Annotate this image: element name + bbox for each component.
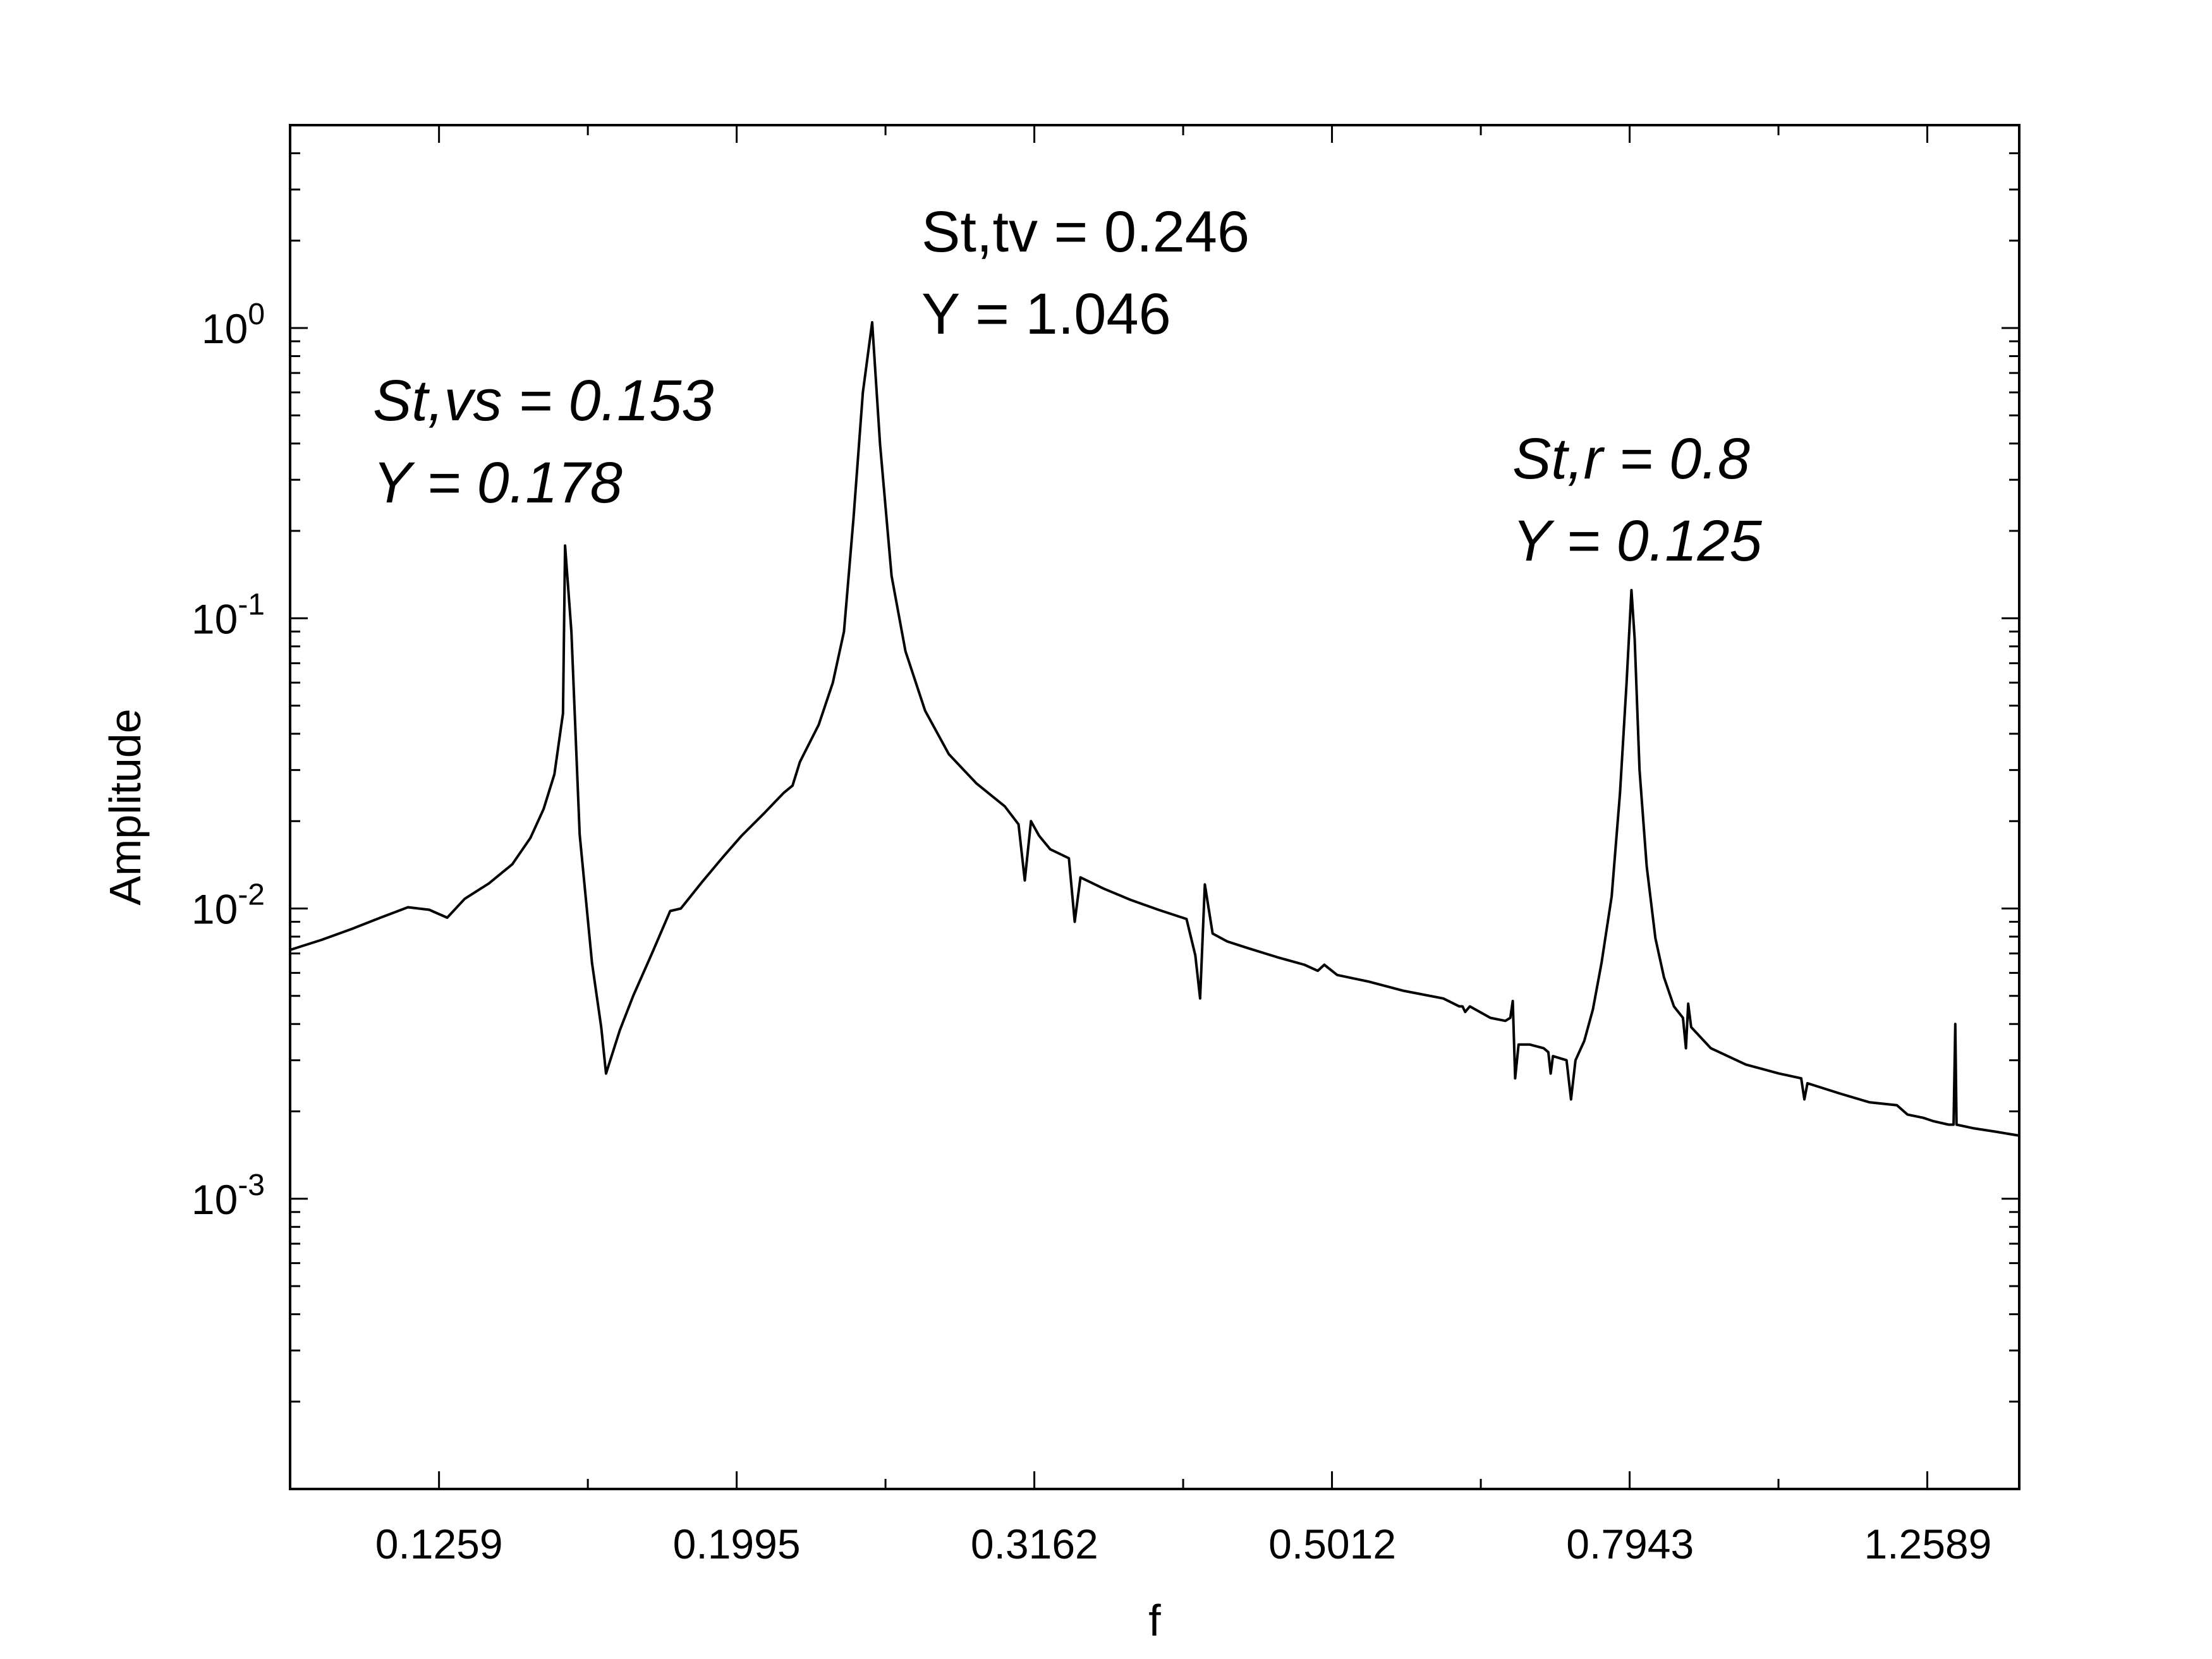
annotation-rotation-line2: Y = 0.125 [1512,509,1763,573]
x-tick-label: 0.7943 [1566,1521,1694,1567]
y-tick-label: 100 [202,298,265,352]
y-tick-label: 10-3 [191,1169,265,1223]
x-tick-label: 0.5012 [1268,1521,1396,1567]
annotation-rotation-line1: St,r = 0.8 [1512,427,1750,491]
annotation-tip-vortex: St,tv = 0.246 Y = 1.046 [921,200,1249,346]
x-tick-labels: 0.1259 0.1995 0.3162 0.5012 0.7943 1.2589 [375,1521,1992,1567]
plot-area-frame [289,124,2021,1490]
annotation-rotation: St,r = 0.8 Y = 0.125 [1512,427,1763,573]
x-tick-label: 0.3162 [971,1521,1098,1567]
y-tick-label: 10-2 [191,878,265,933]
annotation-vortex-shedding: St,vs = 0.153 Y = 0.178 [373,368,714,515]
x-tick-label: 0.1259 [375,1521,503,1567]
x-tick-label: 0.1995 [673,1521,801,1567]
x-axis-label: f [1148,1596,1161,1645]
y-tick-labels: 100 10-1 10-2 10-3 [191,298,265,1223]
annotation-tip-vortex-line1: St,tv = 0.246 [921,200,1249,264]
amplitude-series-line [289,321,2020,1137]
y-axis-label: Amplitude [100,708,150,905]
axis-ticks [290,125,2019,1489]
annotation-tip-vortex-line2: Y = 1.046 [921,282,1171,346]
x-tick-label: 1.2589 [1864,1521,1991,1567]
y-tick-label: 10-1 [191,588,265,642]
annotation-vortex-shedding-line1: St,vs = 0.153 [373,368,714,433]
annotation-vortex-shedding-line2: Y = 0.178 [373,451,623,515]
